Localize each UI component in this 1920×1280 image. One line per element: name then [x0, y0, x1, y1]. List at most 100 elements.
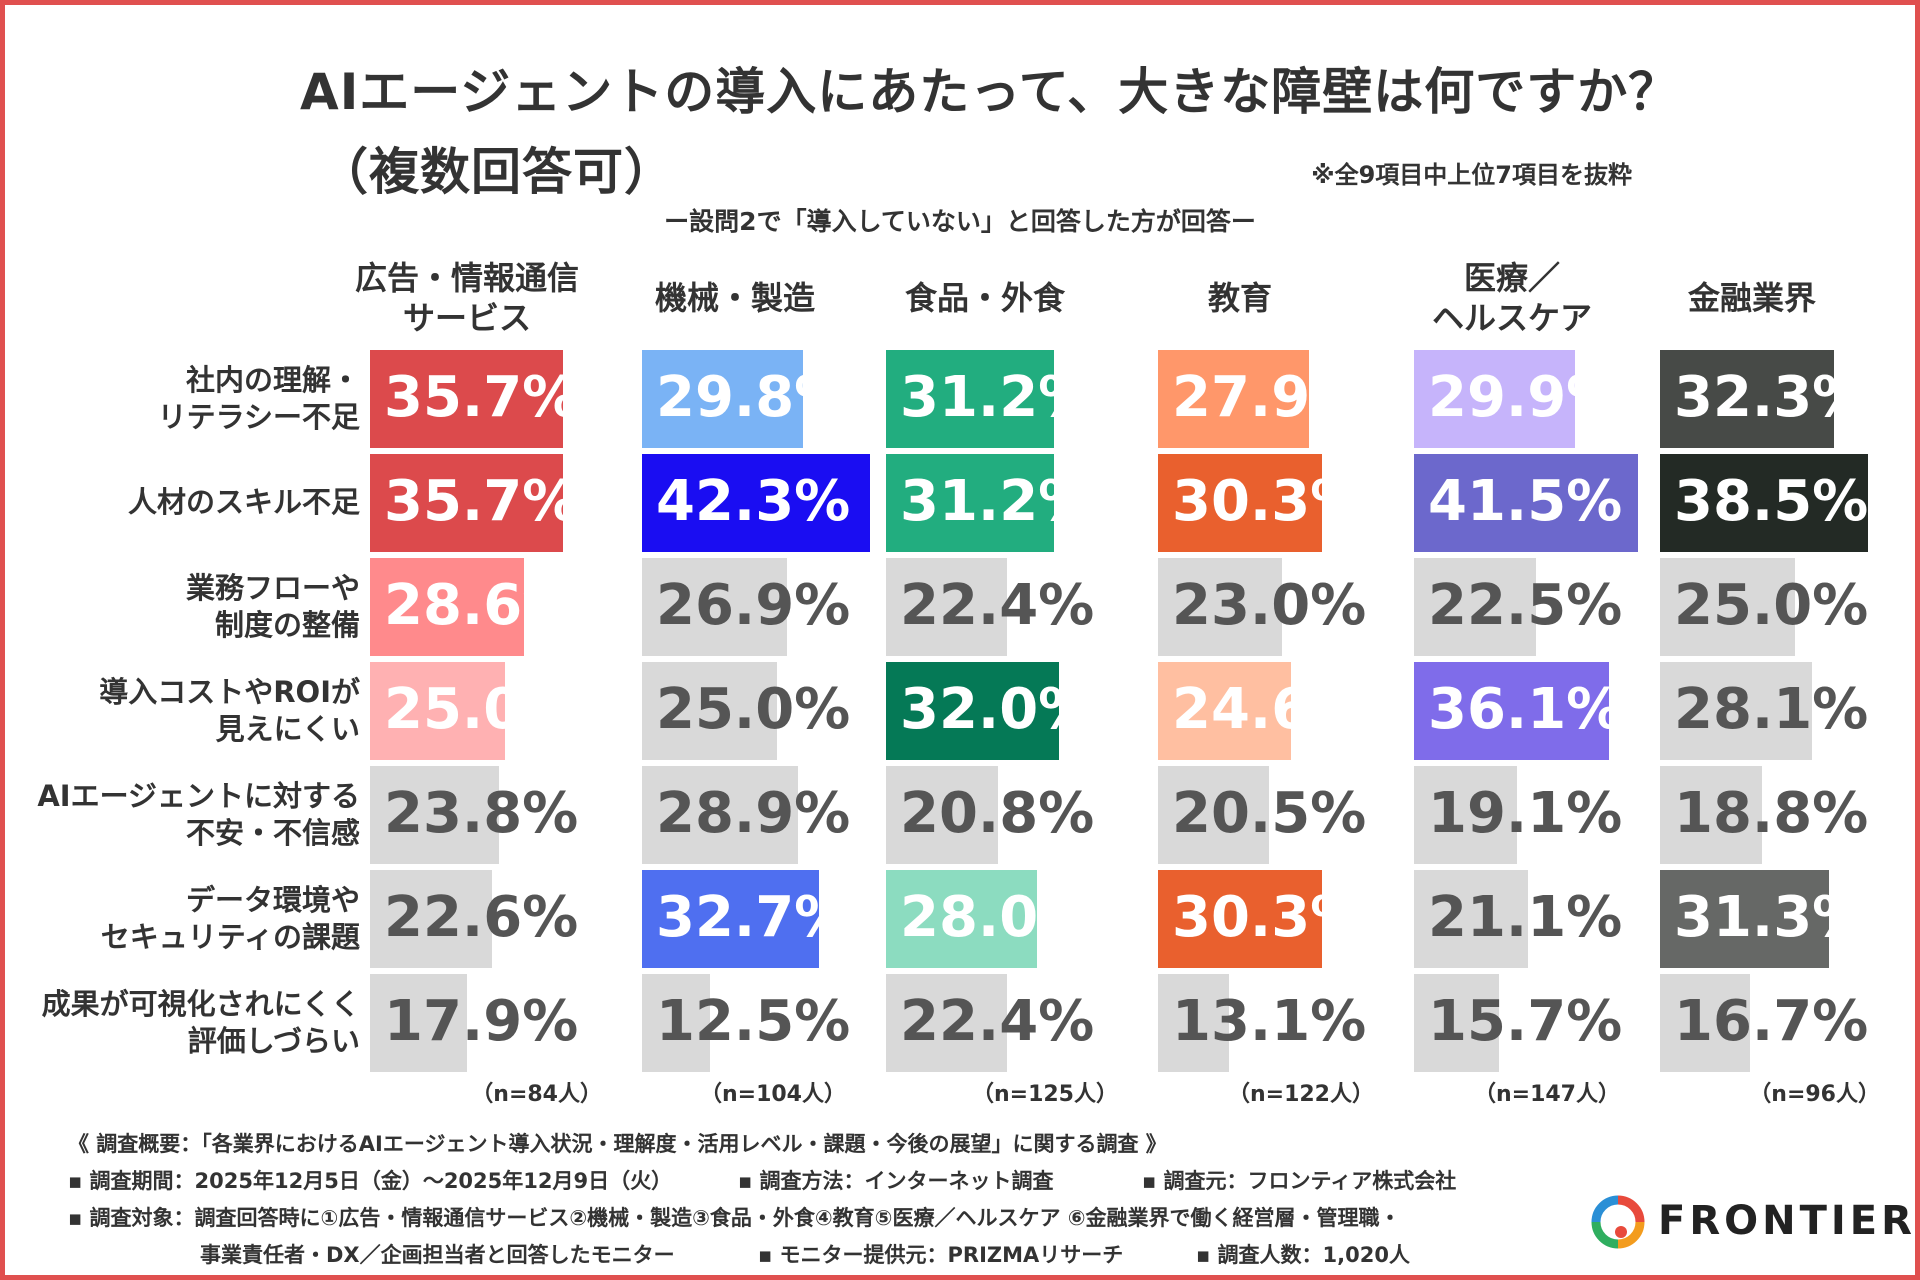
footer-method: ▪ 調査方法：インターネット調査 [738, 1169, 1054, 1193]
bar-value-label: 31.3% [1674, 885, 1869, 950]
sample-size-label: （n=122人） [1227, 1082, 1374, 1107]
footer-overview: 《 調査概要：「各業界におけるAIエージェント導入状況・理解度・活用レベル・課題… [68, 1132, 1167, 1156]
bar-value-label: 25.0% [384, 677, 579, 742]
bar-value-label: 23.8% [384, 781, 579, 846]
column-header: 教育 [1207, 279, 1272, 317]
bar-value-label: 42.3% [656, 469, 851, 534]
sample-size-label: （n=125人） [971, 1082, 1118, 1107]
column-header: 金融業界 [1687, 279, 1816, 317]
column-header: 医療／ ヘルスケア [1431, 259, 1592, 337]
bar [1414, 558, 1536, 656]
bar [642, 350, 803, 448]
bar-value-label: 26.9% [656, 573, 851, 638]
bar [642, 974, 710, 1072]
sample-size-label: （n=104人） [699, 1082, 846, 1107]
bar [1158, 350, 1309, 448]
bar [1414, 974, 1499, 1072]
bar-value-label: 28.6% [384, 573, 579, 638]
bar-value-label: 32.7% [656, 885, 851, 950]
bar [1660, 454, 1868, 552]
column-header: 食品・外食 [904, 279, 1065, 317]
bar [642, 558, 788, 656]
bar-value-label: 35.7% [384, 365, 579, 430]
bar-value-label: 38.5% [1674, 469, 1869, 534]
bar-value-label: 25.0% [1674, 573, 1869, 638]
bar [1414, 766, 1518, 864]
bar [1414, 662, 1609, 760]
column-header: 広告・情報通信 サービス [354, 259, 579, 337]
frontier-logo-icon [1591, 1195, 1645, 1249]
bar-value-label: 24.6% [1172, 677, 1367, 742]
bar-value-label: 27.9% [1172, 365, 1367, 430]
bar-value-label: 35.7% [384, 469, 579, 534]
column-header: 機械・製造 [654, 279, 815, 317]
bar-value-label: 29.8% [656, 365, 851, 430]
bar-value-label: 23.0% [1172, 573, 1367, 638]
bar [1158, 662, 1291, 760]
footer-target: ▪ 調査対象：調査回答時に①広告・情報通信サービス②機械・製造③食品・外食④教育… [68, 1206, 1401, 1230]
frontier-logo: FRONTIER [1588, 1192, 1912, 1252]
bar-value-label: 32.0% [900, 677, 1095, 742]
bar [642, 766, 799, 864]
frontier-logo-text: FRONTIER [1658, 1198, 1916, 1244]
bar [370, 662, 505, 760]
bar-value-label: 20.5% [1172, 781, 1367, 846]
bar-value-label: 22.6% [384, 885, 579, 950]
bar [642, 870, 819, 968]
bar-value-label: 31.2% [900, 469, 1095, 534]
bar [886, 454, 1055, 552]
bar-value-label: 22.5% [1428, 573, 1623, 638]
note-text: ※全9項目中上位7項目を抜粋 [1311, 161, 1632, 189]
footer-monitor: ▪ モニター提供元：PRIZMAリサーチ [758, 1243, 1124, 1267]
bar [370, 766, 499, 864]
bar-value-label: 28.0% [900, 885, 1095, 950]
bar [1158, 766, 1269, 864]
bar [886, 766, 999, 864]
bar [370, 350, 563, 448]
category-label: 導入コストやROIが 見えにくい [99, 675, 360, 746]
bar [1660, 350, 1835, 448]
bar [886, 558, 1007, 656]
bar-value-label: 13.1% [1172, 989, 1367, 1054]
bar [370, 558, 525, 656]
bar [1158, 454, 1322, 552]
bar [1414, 454, 1639, 552]
footer-source: ▪ 調査元：フロンティア株式会社 [1142, 1169, 1457, 1193]
bar [1660, 766, 1762, 864]
sample-size-label: （n=147人） [1473, 1082, 1620, 1107]
bar [642, 454, 871, 552]
bar [886, 870, 1038, 968]
bar [886, 662, 1059, 760]
bar-value-label: 30.3% [1172, 469, 1367, 534]
bar-value-label: 28.1% [1674, 677, 1869, 742]
footer-period: ▪ 調査期間：2025年12月5日（金）～2025年12月9日（火） [68, 1169, 673, 1193]
bar [1414, 870, 1528, 968]
chart-title: AIエージェントの導入にあたって、大きな障壁は何ですか？ [300, 63, 1680, 121]
category-label: 成果が可視化されにくく 評価しづらい [41, 987, 360, 1058]
footer-target-cont: 事業責任者・DX／企画担当者と回答したモニター [200, 1243, 675, 1267]
bar [886, 350, 1055, 448]
sample-size-label: （n=84人） [471, 1082, 602, 1107]
bar [1660, 870, 1830, 968]
footer-count: ▪ 調査人数：1,020人 [1196, 1243, 1410, 1267]
bar-value-label: 29.9% [1428, 365, 1623, 430]
bar [1158, 558, 1283, 656]
bar [1158, 974, 1229, 1072]
bar [370, 974, 467, 1072]
bar-value-label: 32.3% [1674, 365, 1869, 430]
bar-value-label: 19.1% [1428, 781, 1623, 846]
bar-value-label: 25.0% [656, 677, 851, 742]
bar [370, 454, 563, 552]
bar [1158, 870, 1322, 968]
bar [1660, 558, 1795, 656]
bar [642, 662, 777, 760]
bar [1660, 662, 1812, 760]
bar-value-label: 30.3% [1172, 885, 1367, 950]
bar-value-label: 28.9% [656, 781, 851, 846]
bar-value-label: 41.5% [1428, 469, 1623, 534]
bar-value-label: 18.8% [1674, 781, 1869, 846]
chart-title-line2: （複数回答可） [318, 143, 675, 201]
category-label: AIエージェントに対する 不安・不信感 [37, 779, 360, 850]
chart-subtitle: ー設問2で「導入していない」と回答した方が回答ー [664, 207, 1256, 236]
